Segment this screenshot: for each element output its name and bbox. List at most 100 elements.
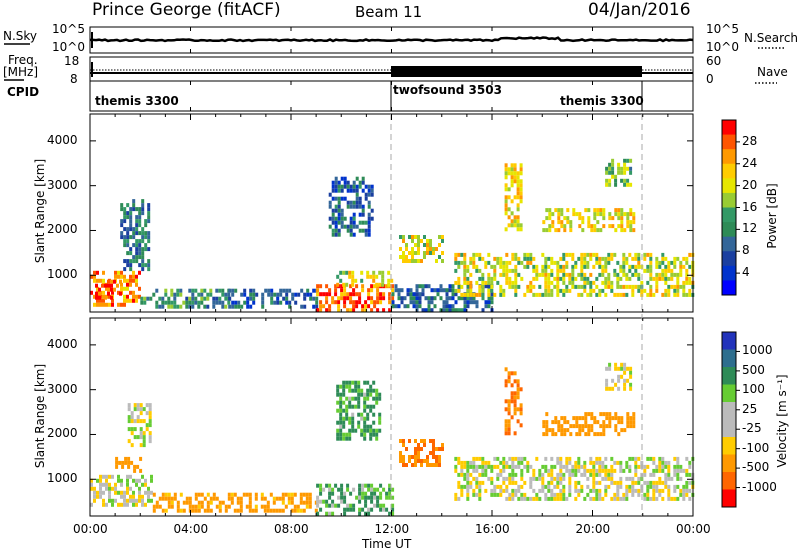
beam-title: Beam 11: [355, 3, 423, 21]
velocity-cell: [345, 408, 349, 413]
velocity-cell: [254, 504, 258, 509]
velocity-cell: [598, 468, 602, 473]
velocity-cell: [502, 468, 506, 473]
power-cell: [120, 219, 124, 224]
power-cell: [448, 296, 452, 301]
velocity-cell: [290, 500, 294, 505]
velocity-cell: [513, 407, 517, 412]
power-cell: [93, 294, 96, 299]
power-cell: [402, 251, 405, 255]
velocity-cell: [123, 490, 126, 495]
velocity-cell: [197, 508, 201, 513]
velocity-cell: [516, 419, 520, 424]
power-cell: [493, 268, 497, 273]
velocity-cell: [370, 499, 374, 504]
power-cell: [523, 264, 527, 269]
velocity-cell: [574, 472, 578, 477]
velocity-cell: [628, 476, 632, 481]
velocity-cell: [388, 483, 392, 488]
velocity-cell: [507, 419, 511, 424]
power-cell: [620, 178, 624, 183]
power-cell: [352, 232, 356, 237]
power-cell: [457, 280, 461, 285]
velocity-cell: [152, 492, 156, 497]
power-cell: [126, 282, 129, 287]
power-cell: [400, 288, 404, 293]
velocity-cell: [114, 498, 117, 503]
power-cell: [601, 272, 605, 277]
velocity-cell: [556, 456, 560, 461]
power-cell: [246, 296, 250, 301]
velocity-cell: [535, 456, 539, 461]
power-cell: [158, 296, 162, 301]
power-cell: [340, 208, 344, 213]
power-cell: [400, 296, 404, 301]
power-cell: [649, 260, 653, 265]
power-cell: [135, 239, 139, 244]
velocity-cell: [367, 507, 371, 512]
velocity-cell: [457, 480, 461, 485]
power-cell: [580, 268, 584, 273]
velocity-cell: [542, 424, 546, 429]
velocity-cell: [375, 436, 379, 441]
power-cell: [325, 292, 329, 297]
power-cell: [463, 260, 467, 265]
velocity-cell: [176, 504, 180, 509]
power-cell: [135, 247, 139, 252]
power-cell: [138, 270, 141, 275]
power-cell: [574, 276, 578, 281]
power-cell: [623, 182, 627, 187]
power-cell: [107, 291, 110, 296]
power-cell: [372, 274, 376, 279]
velocity-cell: [574, 468, 578, 473]
velocity-colorbar-tick: 25: [742, 401, 758, 416]
power-cell: [655, 288, 659, 293]
velocity-cell: [155, 500, 159, 505]
power-cell: [510, 219, 514, 224]
velocity-cell: [346, 503, 350, 508]
velocity-cell: [629, 370, 633, 375]
velocity-cell: [130, 431, 134, 436]
power-cell: [102, 270, 105, 275]
velocity-cell: [541, 464, 545, 469]
power-cell: [138, 247, 142, 252]
power-cell: [526, 284, 530, 289]
power-cell: [613, 268, 617, 273]
velocity-cell: [568, 480, 572, 485]
power-cell: [613, 272, 617, 277]
velocity-cell: [676, 460, 680, 465]
velocity-cell: [308, 504, 312, 509]
power-cell: [340, 224, 344, 229]
velocity-cell: [263, 508, 267, 513]
velocity-cell: [345, 396, 349, 401]
power-cell: [228, 296, 232, 301]
power-cell: [343, 296, 347, 301]
power-cell: [617, 216, 621, 221]
velocity-cell: [441, 443, 444, 447]
power-cell: [676, 256, 680, 261]
power-cell: [129, 219, 133, 224]
velocity-cell: [260, 504, 264, 509]
velocity-cell: [673, 496, 677, 501]
power-cell: [221, 288, 225, 293]
velocity-cell: [358, 487, 362, 492]
velocity-cell: [652, 488, 656, 493]
power-cell: [572, 212, 576, 217]
velocity-cell: [224, 508, 228, 513]
velocity-cell: [614, 428, 618, 433]
power-cell: [620, 224, 624, 229]
power-cell: [364, 192, 368, 197]
power-cell: [475, 252, 479, 257]
velocity-cell: [593, 416, 597, 421]
velocity-cell: [547, 480, 551, 485]
power-cell: [508, 284, 512, 289]
power-cell: [490, 288, 494, 293]
velocity-cell: [348, 400, 352, 405]
power-cell: [499, 284, 503, 289]
power-cell: [200, 296, 204, 301]
velocity-cell: [158, 496, 162, 501]
power-cell: [571, 264, 575, 269]
velocity-cell: [463, 472, 467, 477]
power-cell: [129, 278, 132, 283]
velocity-cell: [375, 392, 379, 397]
